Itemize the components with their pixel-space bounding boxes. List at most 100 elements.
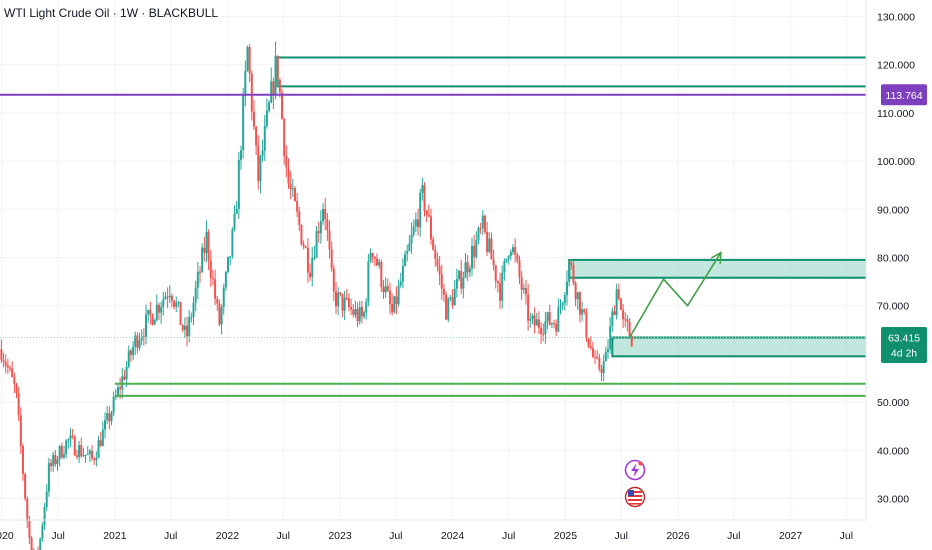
candle-body [380,261,383,287]
candle-body [626,319,629,322]
candles-layer [0,41,633,550]
candle-body [622,309,625,320]
candle-body [524,288,527,295]
candle-body [125,366,128,380]
zone-rect [611,336,884,358]
candle-body [108,413,111,422]
candle-body [550,323,553,325]
candle-body [414,219,417,227]
candle-body [240,150,243,160]
candle-body [211,277,214,280]
y-tick-label: 130.000 [877,12,915,24]
candle-body [95,457,98,461]
x-tick-label: 2020 [0,530,14,542]
candle-body [246,47,249,72]
candle-body [263,126,266,151]
candle-body [505,258,508,262]
candle-body [181,325,184,330]
candle-body [231,229,234,257]
candle-body [408,243,411,251]
candle-body [56,459,59,465]
candle-body [604,351,607,362]
candle-body [45,491,48,508]
candle-body [222,287,225,308]
candle-body [559,305,562,308]
candle-body [112,396,115,413]
candle-body [470,245,473,269]
resistance-price-label: 113.764 [885,90,922,102]
candle-body [300,224,303,245]
candle-body [479,228,482,230]
candle-body [624,319,627,321]
candle-body [393,296,396,313]
candle-body [421,185,424,193]
candle-body [196,271,199,288]
candle-body [330,249,333,269]
candle-body [248,47,251,74]
chart-title: WTI Light Crude Oil · 1W · BLACKBULL [4,6,219,20]
candle-body [123,376,126,380]
candle-body [255,126,258,146]
candle-body [328,230,331,250]
candle-body [617,289,620,299]
candle-body [322,209,325,222]
candle-body [30,537,33,550]
candle-body [481,215,484,229]
candle-body [216,298,219,304]
candle-body [436,259,439,267]
candle-body [440,273,443,289]
candle-body [594,356,597,358]
candle-body [302,244,305,247]
candle-body [388,290,391,305]
candle-body [356,309,359,322]
x-tick-label: 2022 [216,530,240,542]
lightning-icon[interactable] [624,459,646,481]
candle-body [274,55,277,96]
candle-body [606,349,609,352]
x-axis[interactable]: 2020 Jul 2021 Jul 2022 Jul 2023 Jul 2024 Jul 2025 J… [0,530,853,542]
candle-body [75,455,78,458]
candle-body [99,440,102,446]
x-tick-label: Jul [502,530,515,542]
candle-body [514,247,517,255]
candle-body [442,288,445,295]
candle-body [488,238,491,252]
candle-body [401,266,404,282]
candle-body [486,231,489,252]
candle-body [203,247,206,254]
candle-body [28,520,31,538]
candle-body [233,213,236,230]
candle-body [142,336,145,338]
candle-body [462,277,465,289]
candle-body [229,256,232,258]
countdown-label: 4d 2h [891,347,917,359]
candle-body [138,340,141,348]
candle-body [598,358,601,369]
current-price-badge [881,326,927,363]
candle-body [201,247,204,272]
us-flag-icon[interactable] [624,486,646,508]
x-tick-label: Jul [615,530,628,542]
candle-body [561,302,564,306]
candle-body [447,298,450,320]
candle-body [15,384,18,394]
candle-body [363,312,366,317]
candle-body [529,318,532,321]
candle-body [207,231,210,261]
projection-arrowhead [710,251,722,264]
candle-body [611,311,614,327]
candle-body [490,238,493,260]
x-tick-label: Jul [164,530,177,542]
x-tick-label: 2027 [779,530,803,542]
candle-body [615,289,618,316]
candle-body [278,79,281,93]
candle-body [309,272,312,278]
candle-body [512,247,515,252]
candle-body [518,260,521,278]
candle-body [531,315,534,319]
candle-body [391,304,394,313]
candle-body [326,219,329,231]
candle-body [609,326,612,350]
candle-body [365,301,368,313]
